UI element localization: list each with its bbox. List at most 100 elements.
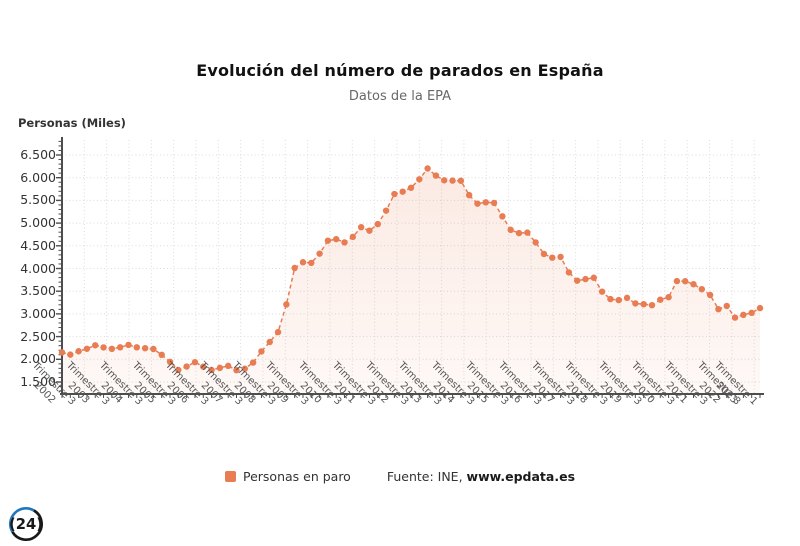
- data-point: [632, 300, 639, 307]
- data-point: [266, 338, 273, 346]
- data-point: [416, 176, 423, 183]
- source-prefix: Fuente: INE,: [386, 469, 467, 484]
- data-point: [175, 366, 182, 374]
- data-point: [324, 237, 332, 244]
- area-fill: [62, 168, 760, 394]
- y-tick-label: 6.000: [20, 169, 56, 185]
- legend-row: Personas en paro Fuente: INE, www.epdata…: [0, 469, 800, 484]
- data-point: [391, 190, 398, 198]
- data-point: [457, 177, 465, 184]
- data-point: [731, 314, 739, 321]
- data-point: [299, 259, 307, 266]
- data-point: [573, 277, 581, 284]
- data-point: [407, 184, 415, 191]
- legend-label: Personas en paro: [242, 469, 351, 484]
- data-point: [565, 269, 573, 276]
- source-site-link[interactable]: www.epdata.es: [466, 469, 576, 484]
- y-tick-label: 4.500: [20, 237, 56, 253]
- data-point: [532, 239, 539, 246]
- y-tick-label: 5.000: [20, 215, 56, 231]
- data-point: [233, 367, 240, 374]
- data-point: [540, 250, 548, 258]
- data-point: [598, 288, 606, 295]
- y-tick-label: 5.500: [20, 192, 56, 208]
- data-point: [648, 301, 656, 309]
- data-point: [283, 301, 290, 308]
- data-point: [224, 362, 232, 370]
- data-point: [657, 296, 664, 303]
- y-tick-label: 1.500: [20, 374, 56, 389]
- data-point: [698, 286, 706, 293]
- data-point: [150, 345, 157, 353]
- logo-black-arc: [11, 509, 43, 541]
- data-point: [366, 227, 373, 234]
- data-point: [200, 363, 207, 370]
- data-point: [208, 366, 215, 374]
- y-tick-label: 2.000: [20, 351, 56, 367]
- data-point: [499, 213, 506, 220]
- y-tick-label: 2.500: [20, 328, 56, 344]
- data-point: [615, 296, 622, 304]
- data-point: [133, 344, 140, 351]
- data-point: [507, 226, 514, 234]
- data-point: [216, 364, 224, 372]
- data-point: [682, 278, 689, 285]
- data-point: [357, 223, 365, 231]
- data-point: [92, 342, 99, 349]
- data-point: [125, 341, 132, 349]
- chart-title: Evolución del número de parados en Españ…: [196, 61, 604, 80]
- data-point: [291, 264, 298, 272]
- data-point: [524, 229, 531, 236]
- data-point: [241, 365, 249, 372]
- data-point: [424, 165, 431, 172]
- data-point: [590, 274, 598, 281]
- data-point: [333, 235, 340, 243]
- data-point: [249, 359, 257, 366]
- y-tick-label: 6.500: [20, 147, 56, 162]
- data-point: [490, 199, 498, 207]
- data-point: [740, 311, 747, 319]
- data-point: [191, 359, 199, 366]
- data-point: [100, 344, 107, 351]
- data-point: [382, 207, 390, 214]
- data-point: [640, 300, 647, 308]
- y-tick-label: 3.000: [20, 305, 56, 321]
- data-point: [465, 191, 473, 199]
- data-point: [474, 200, 481, 207]
- data-point: [158, 351, 165, 359]
- data-point: [748, 309, 755, 317]
- data-point: [756, 304, 764, 312]
- data-point: [723, 302, 730, 310]
- data-point: [706, 291, 714, 299]
- data-point: [399, 188, 406, 195]
- data-point: [690, 281, 697, 288]
- data-point: [308, 259, 315, 267]
- data-point: [665, 293, 672, 301]
- data-point: [166, 358, 174, 365]
- data-point: [116, 344, 124, 351]
- data-point: [349, 233, 357, 241]
- data-point: [582, 275, 589, 283]
- data-point: [374, 220, 381, 228]
- data-point: [258, 348, 265, 355]
- data-point: [274, 328, 282, 336]
- data-point: [515, 229, 523, 237]
- logo-text: (24): [9, 516, 43, 533]
- data-point: [341, 239, 348, 246]
- data-point: [549, 254, 556, 261]
- logo-blue-arc: [9, 507, 35, 533]
- legend-item-personas-en-paro[interactable]: Personas en paro: [224, 469, 351, 484]
- data-point: [83, 345, 91, 352]
- data-point: [183, 363, 190, 370]
- data-point: [108, 345, 116, 353]
- y-tick-label: 4.000: [20, 260, 56, 276]
- data-point: [67, 351, 74, 358]
- data-point: [623, 294, 631, 302]
- legend-marker-square: [224, 471, 236, 482]
- data-point: [673, 277, 681, 285]
- y-axis-title: Personas (Miles): [18, 116, 126, 130]
- y-tick-label: 3.500: [20, 283, 56, 299]
- data-point: [58, 349, 66, 356]
- data-point: [607, 295, 614, 303]
